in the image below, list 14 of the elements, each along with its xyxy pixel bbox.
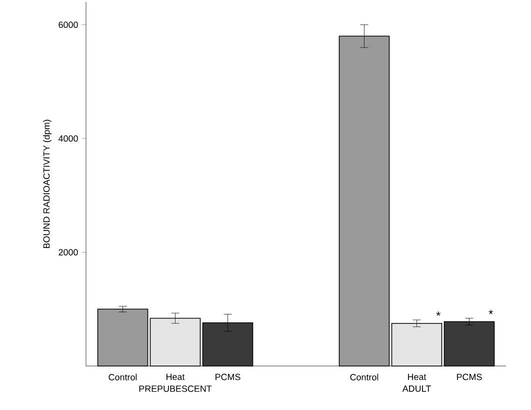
text: ADULT <box>402 386 431 392</box>
y-tick-label: 2000 <box>58 249 78 256</box>
y-tick-label: 6000 <box>58 22 78 28</box>
x-tick-label: Heat <box>408 374 426 380</box>
x-tick-label: PCMS <box>457 374 482 380</box>
x-tick-label: Heat <box>166 374 185 380</box>
x-tick-label: PCMS <box>216 374 240 380</box>
y-axis-title: BOUND RADIOACTIVITY (dpm) <box>43 120 52 248</box>
y-tick-label: 4000 <box>58 135 78 142</box>
x-tick-label: Control <box>108 374 137 380</box>
annotation: * <box>488 310 493 314</box>
x-tick-label: Control <box>350 374 378 380</box>
annotation: * <box>436 312 440 316</box>
text: PREPUBESCENT <box>139 386 212 392</box>
